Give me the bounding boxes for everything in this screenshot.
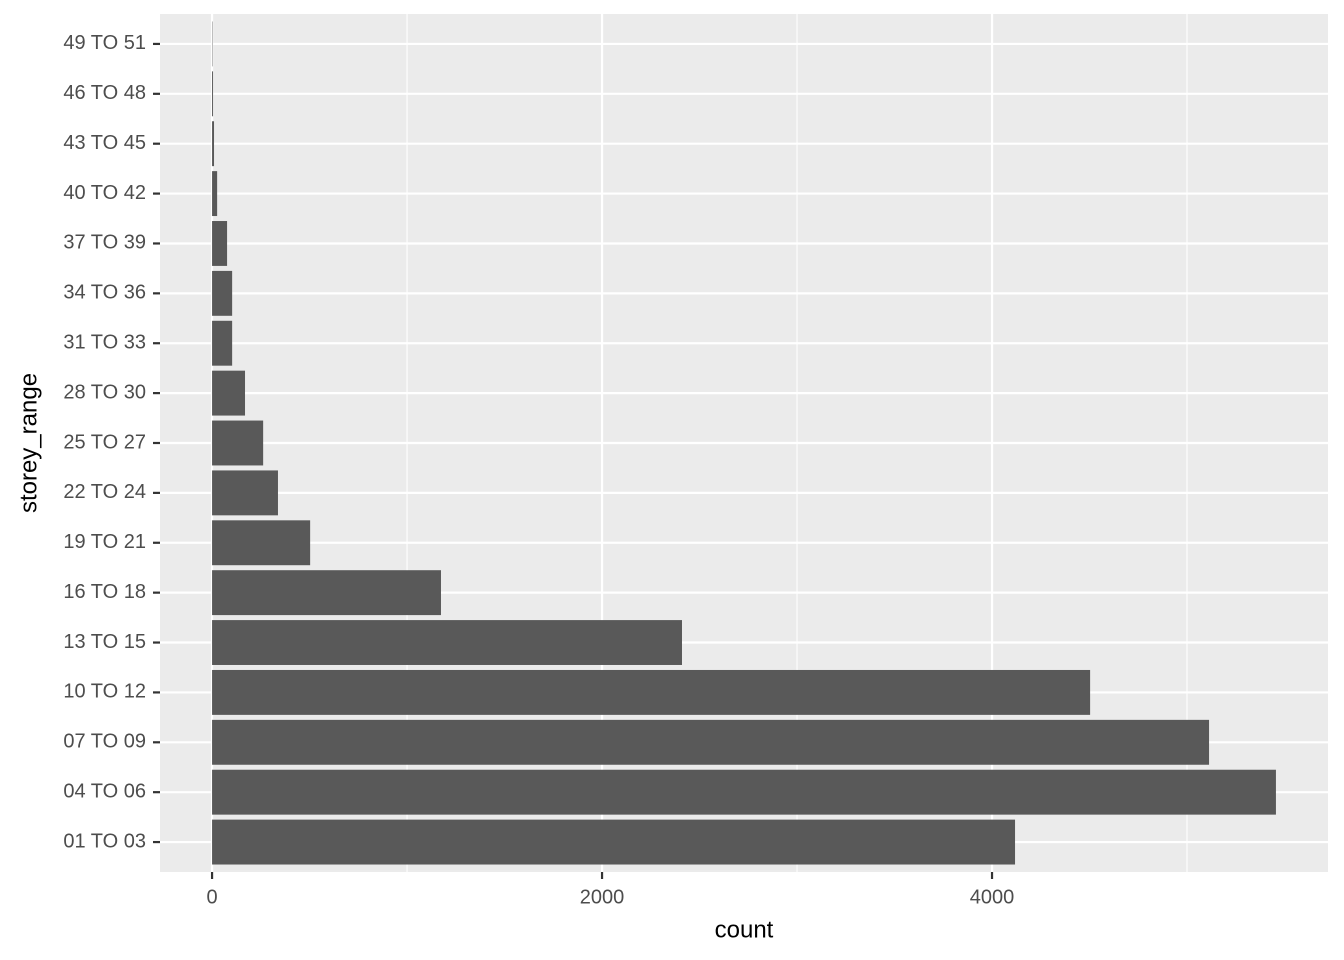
x-tick-label: 0 [207, 886, 218, 908]
bar [212, 320, 233, 366]
bar [212, 270, 233, 316]
bar [212, 719, 1210, 765]
y-tick-label: 31 TO 33 [63, 332, 146, 354]
x-tick-label: 2000 [580, 886, 625, 908]
y-tick-label: 19 TO 21 [63, 531, 146, 553]
y-tick-label: 04 TO 06 [63, 780, 146, 802]
x-tick-label: 4000 [970, 886, 1015, 908]
bar [212, 570, 441, 616]
y-tick-label: 13 TO 15 [63, 631, 146, 653]
bar [212, 620, 682, 665]
bar [212, 669, 1091, 715]
y-tick-label: 28 TO 30 [63, 381, 146, 403]
bar [212, 221, 228, 266]
bar [212, 370, 246, 416]
bar [212, 121, 215, 167]
y-tick-label: 49 TO 51 [63, 32, 146, 54]
y-tick-label: 34 TO 36 [63, 282, 146, 304]
y-tick-label: 16 TO 18 [63, 581, 146, 603]
bar [212, 520, 311, 566]
y-tick-label: 22 TO 24 [63, 481, 146, 503]
y-tick-label: 07 TO 09 [63, 731, 146, 753]
y-tick-label: 25 TO 27 [63, 431, 146, 453]
x-axis-title: count [715, 916, 774, 943]
bar [212, 171, 218, 217]
y-tick-label: 40 TO 42 [63, 182, 146, 204]
y-tick-label: 37 TO 39 [63, 232, 146, 254]
bar [212, 769, 1276, 815]
y-tick-label: 01 TO 03 [63, 830, 146, 852]
y-tick-label: 10 TO 12 [63, 681, 146, 703]
bar [212, 420, 264, 466]
y-axis-title: storey_range [15, 373, 42, 513]
bar [212, 71, 214, 117]
y-tick-label: 43 TO 45 [63, 132, 146, 154]
bar [212, 470, 278, 516]
y-tick-label: 46 TO 48 [63, 82, 146, 104]
bar [212, 819, 1016, 865]
